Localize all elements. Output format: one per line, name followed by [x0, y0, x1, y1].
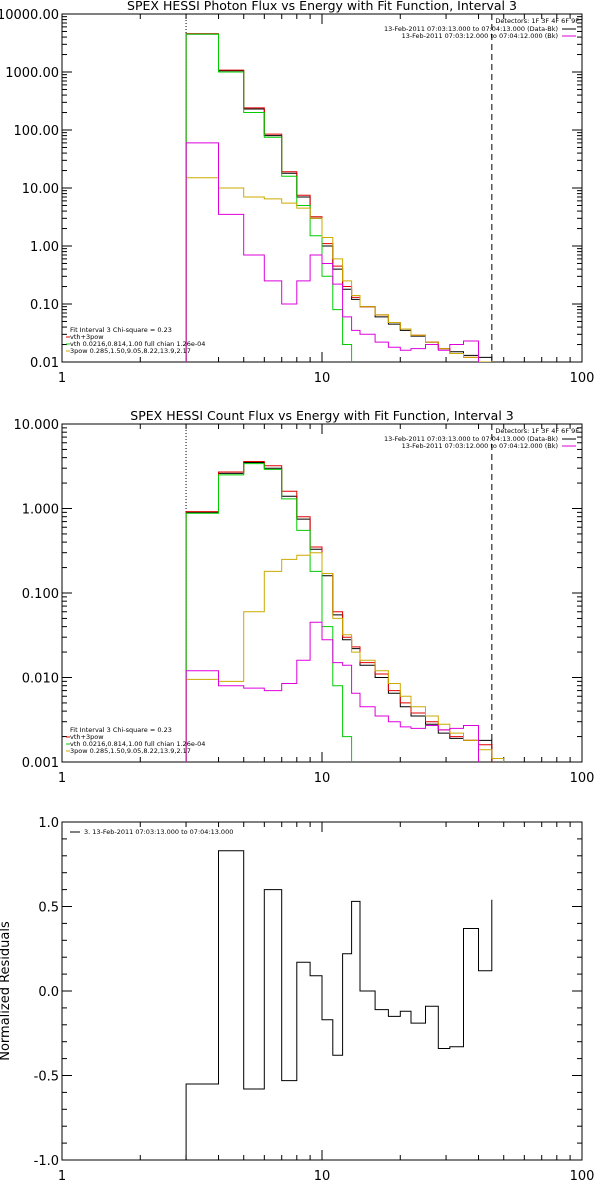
- legend-entry-text: 13-Feb-2011 07:03:12.000 to 07:04:12.000…: [402, 32, 558, 40]
- x-tick-label: 10: [314, 371, 331, 386]
- fit-legend-text: Fit Interval 3 Chi-square = 0.23: [70, 326, 172, 334]
- x-tick-label: 10: [314, 1169, 331, 1184]
- series-data-bk: [185, 462, 493, 762]
- chart-panel-2: SPEX HESSI Count Flux vs Energy with Fit…: [14, 408, 595, 786]
- plot-frame: [61, 821, 583, 1161]
- residual-legend-text: 3. 13-Feb-2011 07:03:13.000 to 07:04:13.…: [84, 828, 233, 836]
- plot-area: [185, 850, 493, 1160]
- y-tick-label: 0.010: [22, 672, 59, 687]
- y-tick-label: 1.000: [22, 503, 59, 518]
- chart-title: SPEX HESSI Count Flux vs Energy with Fit…: [130, 408, 513, 423]
- y-tick-label: 1.0: [38, 816, 59, 831]
- series-bk: [185, 621, 479, 762]
- x-tick-label: 100: [570, 371, 595, 386]
- fit-legend-text: vth+3pow: [70, 333, 104, 341]
- y-tick-label: -0.5: [34, 1070, 59, 1085]
- legend-entry-text: 13-Feb-2011 07:03:13.000 to 07:04:13.000…: [384, 435, 558, 443]
- y-tick-label: 10000.00: [0, 8, 59, 23]
- fit-legend-text: vth 0.0216,0.814,1.00 full chian 1.26e-0…: [70, 340, 205, 348]
- y-tick-label: 10.000: [14, 418, 60, 433]
- y-tick-label: 100.00: [14, 124, 60, 139]
- series-vth-3pow: [185, 461, 493, 762]
- y-tick-label: 1.00: [30, 240, 59, 255]
- y-axis-label: Normalized Residuals: [0, 921, 13, 1061]
- plot-frame: [61, 13, 583, 363]
- fit-legend-text: vth 0.0216,0.814,1.00 full chian 1.26e-0…: [70, 740, 205, 748]
- series-bk: [185, 142, 479, 362]
- fit-legend-text: 3pow 0.285,1.50,9.05,8.22,13.9,2.17: [70, 747, 191, 755]
- x-tick-label: 1: [58, 371, 66, 386]
- y-tick-label: 0.100: [22, 587, 59, 602]
- fit-legend-text: 3pow 0.285,1.50,9.05,8.22,13.9,2.17: [70, 347, 191, 355]
- series-3pow: [185, 177, 493, 362]
- x-tick-label: 100: [570, 771, 595, 786]
- x-tick-label: 10: [314, 771, 331, 786]
- legend-entry-text: 13-Feb-2011 07:03:12.000 to 07:04:12.000…: [402, 442, 558, 450]
- y-tick-label: 1000.00: [5, 66, 59, 81]
- series-residual: [185, 850, 493, 1160]
- series-vth-3pow: [185, 33, 493, 362]
- fit-legend-text: Fit Interval 3 Chi-square = 0.23: [70, 726, 172, 734]
- series-data-bk: [185, 33, 493, 362]
- y-tick-label: 10.00: [22, 182, 59, 197]
- x-tick-label: 1: [58, 771, 66, 786]
- detectors-label: Detectors: 1F 3F 4F 6F 9F: [495, 427, 579, 435]
- plot-area: [185, 424, 505, 762]
- x-tick-label: 1: [58, 1169, 66, 1184]
- y-tick-label: 0.0: [38, 985, 59, 1000]
- series-3pow: [185, 552, 505, 762]
- y-tick-label: 0.001: [22, 756, 59, 771]
- chart-panel-3: Normalized Residuals 1 10 100 -1.0 -0.5 0.0 0.5…: [0, 816, 594, 1184]
- legend-entry-text: 13-Feb-2011 07:03:13.000 to 07:04:13.000…: [384, 25, 558, 33]
- plot-frame: [61, 423, 583, 763]
- y-tick-label: -1.0: [34, 1154, 59, 1169]
- x-tick-label: 100: [570, 1169, 595, 1184]
- plot-area: [185, 14, 493, 362]
- chart-panel-1: SPEX HESSI Photon Flux vs Energy with Fi…: [0, 0, 595, 386]
- detectors-label: Detectors: 1F 3F 4F 6F 9F: [495, 17, 579, 25]
- series-vth: [185, 33, 353, 362]
- y-tick-label: 0.01: [30, 356, 59, 371]
- chart-title: SPEX HESSI Photon Flux vs Energy with Fi…: [127, 0, 517, 13]
- y-tick-label: 0.10: [30, 298, 59, 313]
- series-vth: [185, 463, 353, 762]
- fit-legend-text: vth+3pow: [70, 733, 104, 741]
- y-tick-label: 0.5: [38, 901, 59, 916]
